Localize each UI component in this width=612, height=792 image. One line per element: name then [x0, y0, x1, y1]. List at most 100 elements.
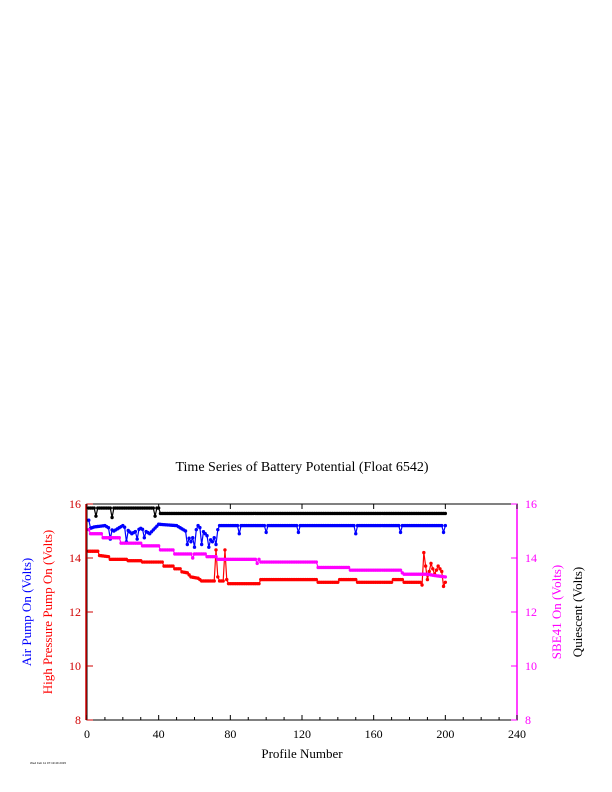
data-point: [420, 583, 424, 587]
data-point: [294, 523, 299, 528]
series-sbe41-on-volts: [87, 527, 448, 579]
data-point: [235, 523, 240, 528]
left-axis-ticks: 8 10 12 14 16: [69, 497, 93, 727]
data-point: [427, 569, 431, 574]
left-tick-label: 8: [75, 713, 81, 727]
left-tick-label: 12: [69, 605, 81, 619]
data-point: [389, 580, 394, 584]
data-point: [223, 548, 227, 552]
data-point: [189, 552, 193, 556]
data-point: [354, 532, 358, 536]
data-point: [443, 575, 448, 579]
right-tick-label: 16: [525, 497, 537, 511]
data-point: [216, 527, 220, 532]
data-point: [443, 511, 448, 516]
x-tick-label: 160: [365, 727, 383, 741]
data-point: [187, 536, 191, 540]
right-axis-label-quiescent: Quiescent (Volts): [570, 567, 585, 657]
data-point: [135, 537, 139, 541]
left-tick-label: 10: [69, 659, 81, 673]
data-point: [214, 554, 218, 559]
right-tick-label: 8: [525, 713, 531, 727]
data-point: [139, 541, 143, 545]
data-point: [397, 523, 401, 528]
data-point: [436, 564, 440, 568]
data-point: [418, 580, 422, 584]
data-point: [257, 581, 261, 586]
data-point: [87, 527, 91, 532]
data-point: [99, 532, 104, 536]
data-point: [429, 561, 433, 566]
data-point: [440, 523, 444, 528]
data-point: [108, 506, 112, 510]
data-point: [398, 530, 403, 535]
right-tick-label: 10: [525, 659, 537, 673]
data-point: [189, 540, 193, 544]
data-point: [92, 506, 96, 510]
x-tick-label: 40: [153, 727, 165, 741]
data-point: [192, 545, 197, 549]
data-point: [194, 527, 198, 532]
data-point: [423, 564, 428, 568]
right-axis-label-sbe41: SBE41 On (Volts): [549, 565, 564, 659]
data-point: [160, 560, 164, 564]
data-point: [214, 548, 218, 552]
data-point: [262, 523, 267, 528]
data-point: [431, 567, 435, 571]
data-point: [225, 577, 229, 582]
data-point: [354, 577, 358, 582]
data-point: [434, 568, 439, 572]
left-tick-label: 16: [69, 497, 81, 511]
data-point: [441, 584, 446, 589]
data-point: [178, 567, 182, 571]
data-point: [255, 561, 259, 566]
data-point: [425, 577, 430, 582]
data-point: [191, 556, 195, 560]
series-quiescent-volts: [87, 506, 448, 520]
data-point: [257, 557, 261, 562]
left-tick-label: 14: [69, 551, 81, 565]
data-point: [314, 577, 319, 582]
data-point: [352, 523, 356, 528]
data-point: [117, 536, 121, 540]
plot-frame: [86, 503, 518, 721]
data-point: [203, 552, 207, 556]
right-axis-ticks: 8 10 12 14 16: [511, 497, 537, 727]
x-tick-label: 200: [436, 727, 454, 741]
data-point: [94, 514, 98, 518]
data-point: [443, 523, 448, 528]
right-tick-label: 14: [525, 551, 537, 565]
data-point: [110, 515, 114, 520]
data-point: [346, 565, 351, 570]
data-point: [443, 580, 448, 584]
data-point: [438, 567, 442, 571]
data-point: [191, 536, 195, 540]
data-point: [314, 560, 319, 564]
data-point: [199, 542, 204, 547]
x-tick-label: 80: [224, 727, 236, 741]
data-point: [212, 579, 216, 583]
data-point: [133, 529, 138, 534]
data-point: [153, 514, 157, 518]
data-point: [400, 577, 405, 582]
data-point: [171, 564, 175, 568]
data-point: [205, 534, 209, 538]
data-point: [440, 569, 444, 574]
data-point: [398, 568, 403, 572]
series-air-pump-on-volts: [87, 518, 448, 549]
data-point: [210, 540, 215, 544]
x-axis-ticks: 0 40 80 120 160 200 240: [84, 504, 526, 741]
x-tick-label: 0: [84, 727, 90, 741]
right-tick-label: 12: [525, 605, 537, 619]
data-point: [336, 580, 340, 584]
data-point: [96, 549, 100, 553]
data-point: [151, 506, 155, 510]
data-point: [198, 525, 202, 530]
left-axis-label-air-pump: Air Pump On (Volts): [19, 558, 34, 666]
data-point: [422, 550, 426, 555]
data-point: [216, 575, 220, 579]
x-axis-label: Profile Number: [261, 746, 343, 761]
data-point: [253, 557, 258, 562]
data-point: [185, 542, 190, 547]
